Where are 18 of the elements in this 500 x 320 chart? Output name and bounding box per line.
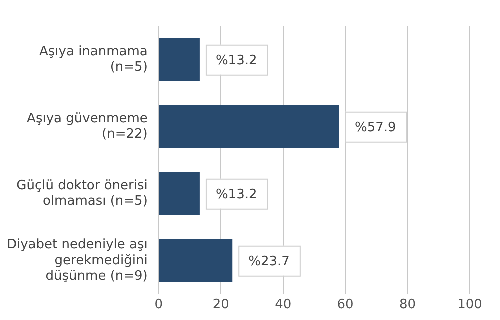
data-label: %57.9 [355,120,396,136]
bar [159,240,233,282]
data-label: %13.2 [216,53,258,68]
x-tick-label: 100 [458,298,482,313]
data-label: %13.2 [216,187,258,202]
x-tick-label: 80 [400,298,416,313]
y-tick-label: Aşıya inanmama (n=5) [39,44,148,76]
bar [159,106,340,148]
bar [159,172,200,216]
x-tick-label: 60 [337,298,354,313]
bar [159,38,200,82]
x-tick-label: 20 [212,298,230,313]
x-tick-label: 40 [275,298,292,313]
y-tick-label: Güçlü doktor önerisi olmaması (n=5) [16,178,148,210]
y-tick-label: Aşıya güvenmeme (n=22) [27,111,148,142]
y-tick-label: Diyabet nedeniyle aşı gerekmediğini düşünme (n=9) [6,238,148,284]
x-tick-label: 0 [154,298,164,313]
data-label: %23.7 [248,254,290,270]
